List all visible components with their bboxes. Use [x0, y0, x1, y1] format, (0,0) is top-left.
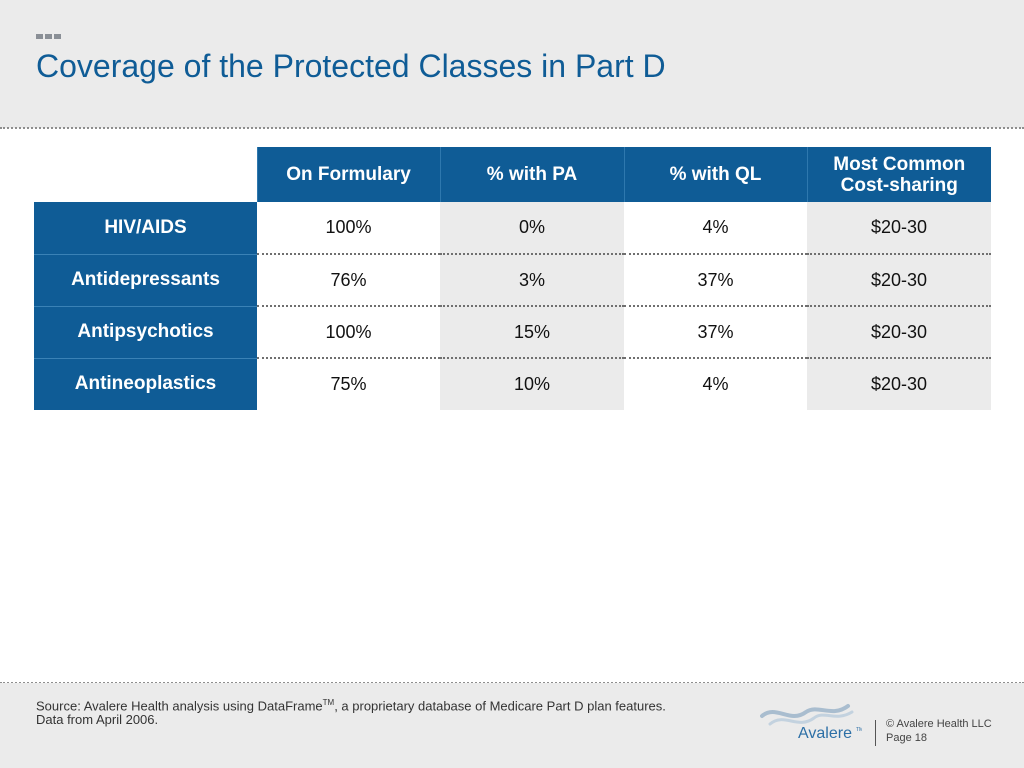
footer-separator — [875, 720, 876, 746]
table-cell: 4% — [702, 217, 729, 237]
table-cell: 10% — [440, 357, 624, 410]
logo-trademark: TM — [856, 727, 862, 733]
coverage-table: On Formulary % with PA % with QL Most Co… — [34, 147, 991, 410]
copyright-block: © Avalere Health LLC Page 18 — [886, 717, 992, 745]
table-corner-cell — [34, 147, 257, 202]
column-header: % with PA — [439, 147, 624, 202]
table-header-row: On Formulary % with PA % with QL Most Co… — [34, 147, 991, 202]
source-note: Source: Avalere Health analysis using Da… — [36, 696, 686, 727]
source-prefix: Source: Avalere Health analysis using Da… — [36, 698, 323, 714]
table-cell: 75% — [257, 357, 440, 410]
row-header: Antineoplastics — [34, 357, 257, 410]
source-suffix: , a proprietary database of Medicare Par… — [36, 698, 666, 728]
trademark-mark: TM — [322, 698, 335, 707]
row-header: Antipsychotics — [34, 305, 257, 358]
table-cell: $20-30 — [807, 357, 991, 410]
avalere-logo-icon: Avalere TM — [760, 704, 862, 742]
copyright-text: © Avalere Health LLC — [886, 718, 992, 730]
column-header: Most Common Cost-sharing — [806, 147, 991, 202]
column-header: On Formulary — [256, 147, 440, 202]
header-dots-icon — [36, 34, 61, 39]
table-row: Antidepressants 76% 3% 37% $20-30 — [34, 253, 991, 306]
logo-wordmark: Avalere — [798, 725, 852, 742]
header-divider — [0, 127, 1024, 129]
footer-band — [0, 683, 1024, 768]
table-row: Antipsychotics 100% 15% 37% $20-30 — [34, 305, 991, 358]
table-cell: $20-30 — [807, 253, 991, 306]
page-number: Page 18 — [886, 732, 927, 744]
table-row: HIV/AIDS 100% 0% 4% $20-30 — [34, 202, 991, 254]
table-cell: $20-30 — [807, 202, 991, 254]
table-cell: 0% — [440, 202, 624, 254]
table-cell: 76% — [257, 253, 440, 306]
header-band: Coverage of the Protected Classes in Par… — [0, 0, 1024, 128]
column-header: % with QL — [623, 147, 807, 202]
row-header: HIV/AIDS — [34, 202, 257, 254]
table-cell: 15% — [440, 305, 624, 358]
table-cell: 100% — [257, 305, 440, 358]
table-row: Antineoplastics 75% 10% 4% $20-30 — [34, 357, 991, 410]
table-cell: 3% — [440, 253, 624, 306]
table-cell: 37% — [624, 305, 807, 358]
row-header: Antidepressants — [34, 253, 257, 306]
page-title: Coverage of the Protected Classes in Par… — [36, 48, 666, 84]
table-cell: $20-30 — [807, 305, 991, 358]
table-cell: 37% — [624, 253, 807, 306]
table-cell: 100% — [325, 217, 372, 237]
table-cell: 4% — [624, 357, 807, 410]
